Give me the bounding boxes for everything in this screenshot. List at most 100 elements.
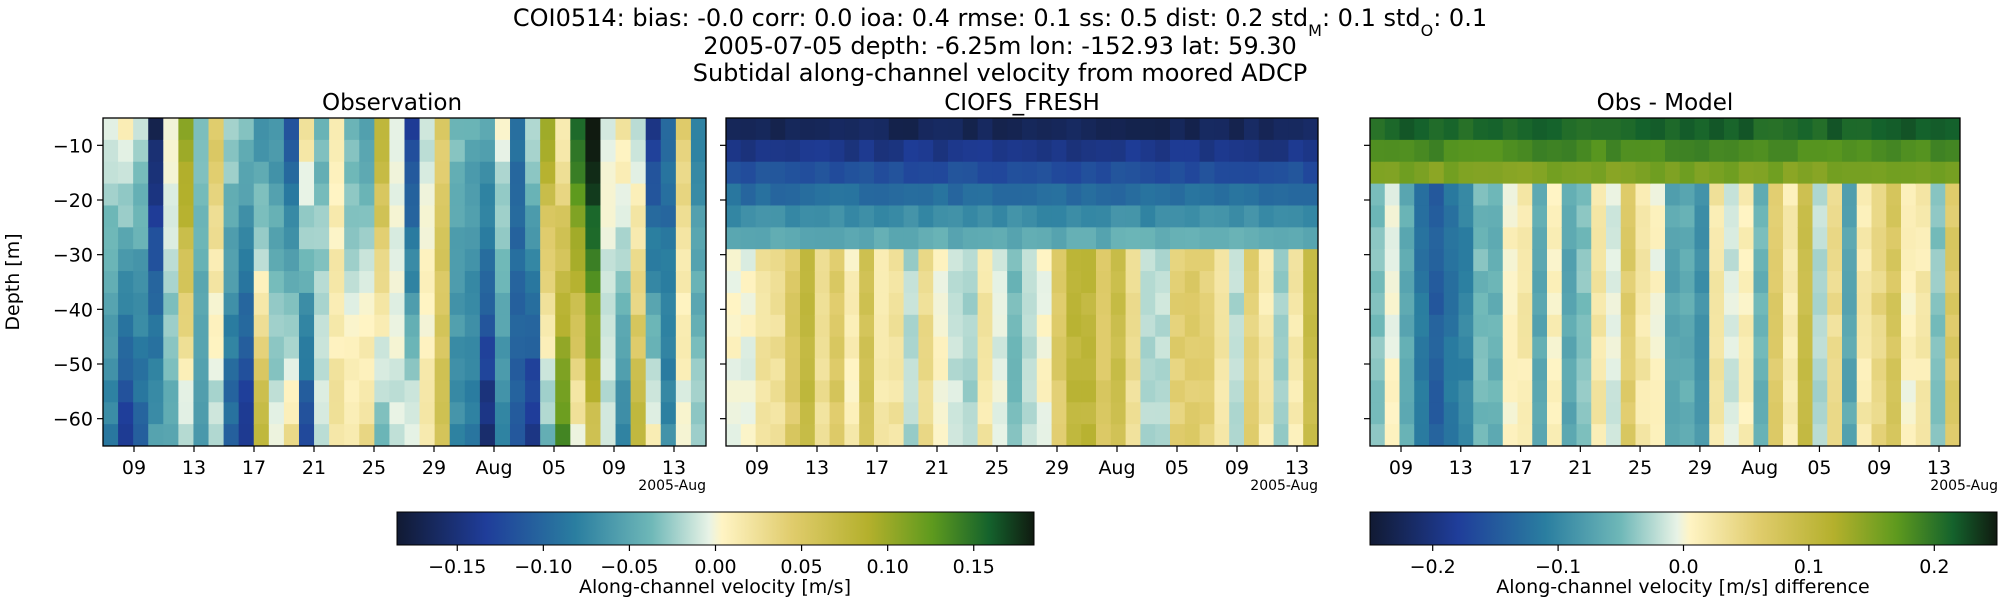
heatmap-cell bbox=[859, 118, 875, 141]
heatmap-cell bbox=[888, 358, 905, 381]
heatmap-cell bbox=[1576, 380, 1592, 403]
heatmap-cell bbox=[1170, 161, 1186, 185]
heatmap-cell bbox=[1066, 271, 1082, 294]
heatmap-cell bbox=[1007, 358, 1023, 381]
heatmap-cell bbox=[1915, 118, 1932, 141]
heatmap-cell bbox=[163, 183, 179, 207]
heatmap-cell bbox=[540, 402, 556, 425]
heatmap-cell bbox=[977, 380, 993, 403]
heatmap-cell bbox=[1155, 380, 1171, 403]
heatmap-cell bbox=[1399, 292, 1415, 316]
heatmap-cell bbox=[1051, 424, 1067, 446]
heatmap-cell bbox=[464, 139, 481, 163]
heatmap-cell bbox=[479, 249, 496, 272]
heatmap-cell bbox=[1258, 380, 1275, 403]
heatmap-cell bbox=[434, 139, 451, 163]
heatmap-cell bbox=[1258, 402, 1275, 425]
heatmap-cell bbox=[1871, 183, 1887, 207]
heatmap-cell bbox=[1429, 336, 1445, 360]
heatmap-cell bbox=[1022, 380, 1038, 403]
heatmap-cell bbox=[1561, 205, 1578, 228]
heatmap-cell bbox=[1768, 424, 1784, 446]
heatmap-cell bbox=[570, 118, 586, 141]
heatmap-cell bbox=[874, 292, 890, 316]
heatmap-cell bbox=[977, 336, 993, 360]
heatmap-cell bbox=[1827, 336, 1843, 360]
heatmap-cell bbox=[615, 402, 632, 425]
heatmap-cell bbox=[1827, 227, 1843, 250]
heatmap-cell bbox=[1635, 161, 1651, 185]
heatmap-cell bbox=[525, 292, 541, 316]
heatmap-cell bbox=[208, 358, 225, 381]
heatmap-cell bbox=[1036, 249, 1053, 272]
heatmap-cell bbox=[1561, 249, 1578, 272]
heatmap-cell bbox=[1665, 139, 1681, 163]
heatmap-cell bbox=[314, 227, 330, 250]
heatmap-cell bbox=[630, 314, 647, 338]
x-tick-label: 05 bbox=[542, 457, 566, 479]
heatmap-cell bbox=[464, 358, 481, 381]
x-tick-label: 09 bbox=[122, 457, 146, 479]
heatmap-cell bbox=[344, 314, 360, 338]
heatmap-cell bbox=[359, 118, 375, 141]
x-tick-label: 13 bbox=[1285, 457, 1309, 479]
heatmap-cell bbox=[1783, 271, 1799, 294]
heatmap-cell bbox=[785, 424, 801, 446]
heatmap-cell bbox=[948, 271, 964, 294]
heatmap-cell bbox=[1915, 271, 1932, 294]
heatmap-cell bbox=[223, 380, 240, 403]
heatmap-cell bbox=[585, 249, 602, 272]
heatmap-cell bbox=[1561, 314, 1578, 338]
heatmap-cell bbox=[1155, 292, 1171, 316]
heatmap-cell bbox=[1517, 358, 1533, 381]
heatmap-cell bbox=[118, 424, 134, 446]
heatmap-cell bbox=[103, 139, 119, 163]
heatmap-cell bbox=[1635, 358, 1651, 381]
heatmap-cell bbox=[903, 424, 919, 446]
heatmap-cell bbox=[1915, 227, 1932, 250]
heatmap-cell bbox=[1502, 402, 1519, 425]
heatmap-cell bbox=[1753, 161, 1769, 185]
heatmap-cell bbox=[374, 249, 391, 272]
heatmap-cell bbox=[1576, 249, 1592, 272]
heatmap-cell bbox=[1576, 183, 1592, 207]
heatmap-cell bbox=[785, 161, 801, 185]
heatmap-cell bbox=[555, 139, 571, 163]
heatmap-cell bbox=[314, 118, 330, 141]
heatmap-cell bbox=[1229, 336, 1245, 360]
heatmap-cell bbox=[1502, 183, 1519, 207]
heatmap-cell bbox=[740, 271, 757, 294]
heatmap-cell bbox=[329, 314, 345, 338]
heatmap-cell bbox=[479, 358, 496, 381]
heatmap-cell bbox=[1797, 358, 1814, 381]
heatmap-cell bbox=[1184, 402, 1201, 425]
heatmap-cell bbox=[1635, 183, 1651, 207]
heatmap-cell bbox=[600, 402, 617, 425]
heatmap-cell bbox=[1022, 358, 1038, 381]
heatmap-cell bbox=[555, 424, 571, 446]
heatmap-cell bbox=[570, 249, 586, 272]
heatmap-cell bbox=[314, 183, 330, 207]
heatmap-cell bbox=[1370, 292, 1386, 316]
heatmap-cell bbox=[690, 227, 706, 250]
heatmap-cell bbox=[1303, 139, 1318, 163]
heatmap-cell bbox=[726, 118, 742, 141]
heatmap-cell bbox=[888, 205, 905, 228]
heatmap-cell bbox=[359, 424, 375, 446]
heatmap-cell bbox=[103, 424, 119, 446]
heatmap-cell bbox=[726, 424, 742, 446]
heatmap-cell bbox=[1081, 249, 1097, 272]
heatmap-cell bbox=[1532, 139, 1548, 163]
heatmap-cell bbox=[660, 139, 677, 163]
heatmap-cell bbox=[844, 314, 860, 338]
heatmap-cell bbox=[1051, 205, 1067, 228]
heatmap-cell bbox=[103, 205, 119, 228]
heatmap-cell bbox=[404, 205, 421, 228]
heatmap-cell bbox=[1797, 271, 1814, 294]
heatmap-cell bbox=[1517, 380, 1533, 403]
plot-frame bbox=[102, 117, 707, 447]
heatmap-cell bbox=[1901, 292, 1917, 316]
x-tick-label: 05 bbox=[1165, 457, 1189, 479]
heatmap-cell bbox=[479, 161, 496, 185]
heatmap-cell bbox=[103, 380, 119, 403]
